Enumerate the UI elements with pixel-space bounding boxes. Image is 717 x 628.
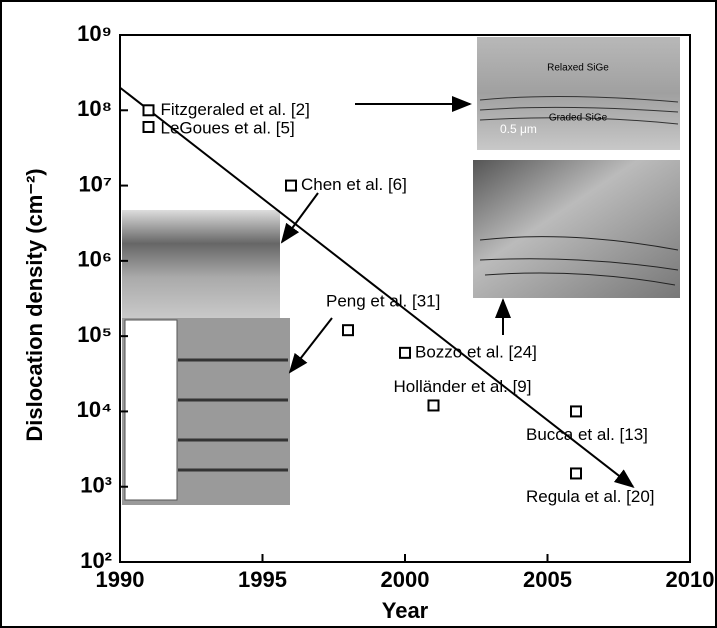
point [571,406,581,416]
y-tick-label: 10⁷ [78,171,112,196]
y-tick-label: 10⁶ [77,247,112,272]
point [144,105,154,115]
point [571,468,581,478]
page: {"chart_data": {"type": "scatter", "x_la… [0,0,717,628]
point-label: Chen et al. [6] [301,175,407,194]
image-label: 0.5 μm [500,122,537,136]
x-tick-label: 2000 [381,567,430,592]
point-label: Bozzo et al. [24] [415,342,537,361]
point [343,325,353,335]
y-tick-label: 10⁴ [77,397,112,422]
micrograph [122,210,280,322]
y-tick-label: 10⁹ [77,21,112,46]
x-tick-label: 1995 [238,567,287,592]
point [400,348,410,358]
image-label: Relaxed SiGe [547,63,609,74]
x-tick-label: 2010 [666,567,715,592]
point [286,181,296,191]
point-label: Fitzgeraled et al. [2] [161,100,310,119]
chart: Relaxed SiGe Graded SiGe 0.5 μm Dislocat… [0,0,717,628]
y-tick-label: 10⁵ [77,322,112,347]
point [429,400,439,410]
x-tick-label: 1990 [96,567,145,592]
point-label: Holländer et al. [9] [394,377,532,396]
x-tick-label: 2005 [523,567,572,592]
micrograph-legend [125,320,177,500]
y-axis-label: Dislocation density (cm⁻²) [22,168,47,441]
point-label: LeGoues et al. [5] [161,118,295,137]
point-label: Regula et al. [20] [526,487,655,506]
micrograph [473,160,680,298]
point-label: Peng et al. [31] [326,292,440,311]
x-axis-label: Year [382,598,429,623]
image-label: Graded SiGe [549,113,608,124]
y-tick-label: 10⁸ [77,96,112,121]
y-tick-label: 10³ [80,473,112,498]
point [144,122,154,132]
point-label: Bucca et al. [13] [526,425,648,444]
